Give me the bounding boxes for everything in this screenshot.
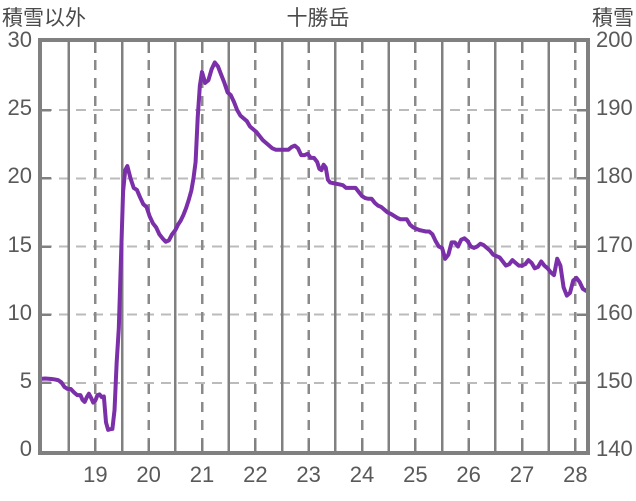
x-axis-tick-label: 19 — [83, 462, 108, 487]
x-axis-tick-label: 23 — [296, 462, 321, 487]
y-axis-right-tick-label: 190 — [596, 95, 633, 121]
left-axis-unit-label: 積雪以外 — [2, 7, 86, 30]
x-axis-tick-label: 24 — [349, 462, 375, 487]
plot-area — [38, 38, 590, 455]
y-axis-left-tick-label: 0 — [19, 436, 32, 461]
right-axis-unit-label: 積雪 — [592, 7, 634, 30]
y-axis-left-tick-label: 10 — [7, 299, 32, 325]
y-axis-right-tick-label: 150 — [596, 367, 633, 393]
y-axis-right-tick-label: 160 — [596, 299, 633, 325]
y-axis-right-tick-label: 170 — [596, 231, 633, 257]
y-axis-left-tick-label: 25 — [7, 95, 32, 121]
y-axis-right-tick-label: 140 — [596, 436, 633, 461]
data-series-layer — [42, 60, 586, 432]
data-line-series — [42, 60, 586, 432]
x-axis-tick-label: 25 — [403, 462, 428, 487]
x-axis-tick-label: 28 — [563, 462, 588, 487]
x-axis-tick-label: 26 — [456, 462, 481, 487]
x-axis-tick-label: 22 — [243, 462, 268, 487]
x-axis-tick-label: 21 — [189, 462, 215, 487]
y-axis-right-tick-label: 180 — [596, 163, 633, 189]
plot-inner — [42, 42, 586, 451]
y-axis-left-tick-label: 20 — [7, 163, 32, 189]
gridlines — [42, 42, 586, 451]
y-axis-left-tick-label: 30 — [7, 27, 32, 52]
x-axis-tick-label: 27 — [509, 462, 535, 487]
page-title: 十勝岳 — [286, 7, 350, 30]
x-axis-tick-label: 20 — [136, 462, 161, 487]
y-axis-right-tick-label: 200 — [596, 27, 633, 52]
y-axis-left-tick-label: 15 — [7, 231, 32, 257]
y-axis-left-tick-label: 5 — [19, 367, 32, 393]
